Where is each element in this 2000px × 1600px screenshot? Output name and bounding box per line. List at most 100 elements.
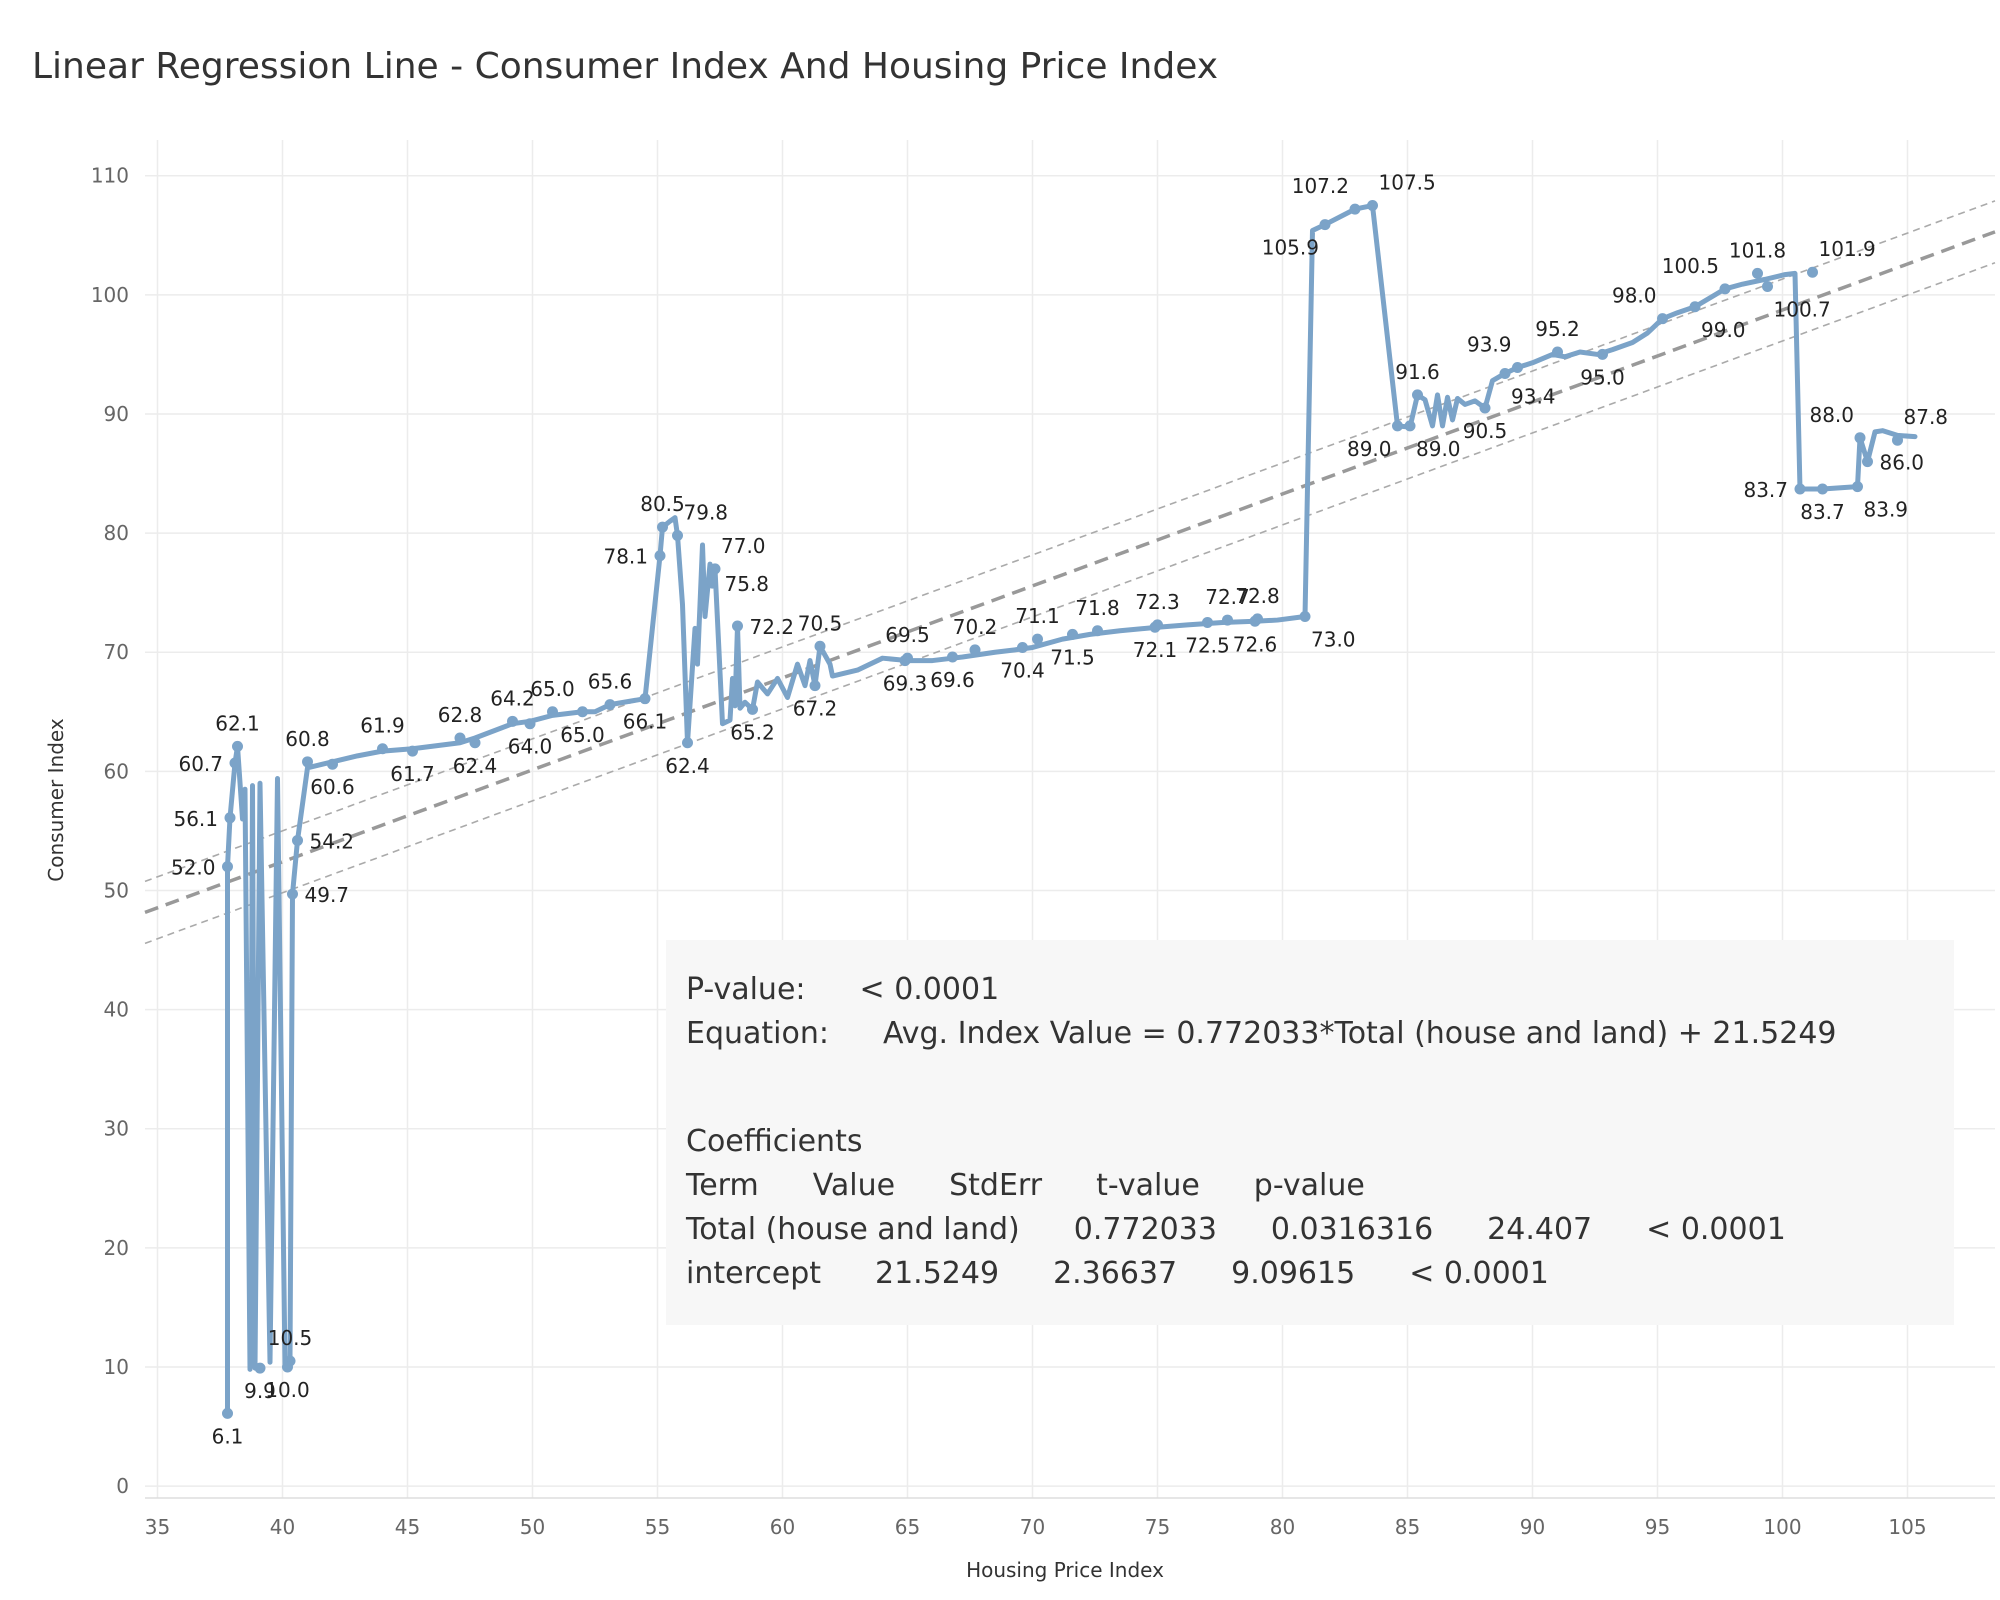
x-axis-title: Housing Price Index [966, 1558, 1164, 1582]
data-label: 71.1 [1015, 604, 1060, 628]
data-point [377, 743, 388, 755]
data-label: 95.0 [1580, 365, 1625, 389]
x-tick-label: 100 [1763, 1515, 1801, 1539]
row2-stderr: 2.36637 [1053, 1256, 1178, 1291]
data-point [1719, 283, 1731, 295]
data-point [747, 703, 758, 715]
data-label: 100.5 [1662, 254, 1719, 278]
data-point [1852, 481, 1863, 493]
y-tick-label: 50 [104, 878, 129, 902]
equation-label: Equation: [686, 1016, 829, 1051]
equation-line: Equation: Avg. Index Value = 0.772033*Tot… [686, 1012, 1934, 1056]
data-label: 65.6 [588, 670, 633, 694]
data-point [1817, 483, 1828, 495]
y-tick-label: 10 [104, 1355, 129, 1379]
data-point [1892, 434, 1903, 446]
data-point [1299, 610, 1311, 622]
pvalue-line: P-value: < 0.0001 [686, 968, 1934, 1012]
data-label: 49.7 [305, 883, 350, 907]
data-point [682, 737, 693, 749]
data-label: 64.0 [508, 735, 553, 759]
row1-stderr: 0.0316316 [1270, 1212, 1434, 1247]
data-label: 107.5 [1379, 171, 1436, 195]
data-points [222, 200, 1903, 1419]
data-point [1752, 267, 1763, 279]
data-point [1512, 362, 1523, 374]
data-point [524, 718, 536, 730]
pvalue-label: P-value: [686, 972, 806, 1007]
regression-stats-panel: P-value: < 0.0001 Equation: Avg. Index Val… [666, 940, 1954, 1325]
data-label: 89.0 [1416, 437, 1461, 461]
x-tick-label: 65 [895, 1515, 920, 1539]
data-point [947, 651, 958, 663]
data-point [507, 715, 518, 727]
data-label: 105.9 [1262, 236, 1319, 260]
data-point [969, 644, 981, 656]
data-point [1249, 615, 1261, 627]
data-label: 72.7 [1205, 585, 1250, 609]
y-axis-title: Consumer Index [44, 718, 68, 882]
data-label: 67.2 [793, 697, 838, 721]
data-label: 71.5 [1050, 645, 1095, 669]
data-label: 54.2 [310, 829, 355, 853]
data-label: 69.6 [930, 668, 975, 692]
data-label: 69.5 [885, 623, 930, 647]
x-tick-label: 40 [270, 1515, 295, 1539]
x-tick-label: 105 [1888, 1515, 1926, 1539]
data-point [1067, 628, 1078, 640]
chart-title: Linear Regression Line - Consumer Index … [32, 46, 1218, 87]
x-tick-label: 45 [395, 1515, 420, 1539]
y-tick-label: 40 [104, 998, 129, 1022]
data-label: 95.2 [1535, 317, 1580, 341]
data-label: 72.3 [1135, 590, 1180, 614]
data-point [287, 888, 298, 900]
data-point [1319, 219, 1331, 231]
coefficients-row: Total (house and land) 0.772033 0.0316316 2… [686, 1208, 1934, 1252]
data-label: 52.0 [171, 856, 216, 880]
data-label: 72.6 [1233, 632, 1278, 656]
header-term: Term [686, 1168, 759, 1203]
data-label: 107.2 [1292, 174, 1349, 198]
data-point [229, 757, 241, 769]
data-label: 80.5 [640, 492, 685, 516]
y-tick-label: 90 [104, 402, 129, 426]
equation-value: Avg. Index Value = 0.772033*Total (house… [882, 1016, 1837, 1051]
data-point [547, 706, 558, 718]
data-label: 83.9 [1864, 498, 1909, 522]
data-label: 79.8 [684, 500, 729, 524]
coefficients-row: intercept 21.5249 2.36637 9.09615 < 0.0001 [686, 1252, 1934, 1296]
data-point [1854, 432, 1866, 444]
data-point [327, 758, 338, 770]
data-label: 65.0 [530, 677, 575, 701]
data-label: 100.7 [1774, 298, 1831, 322]
data-point [709, 563, 721, 575]
data-label: 10.0 [265, 1378, 310, 1402]
data-point [732, 620, 743, 632]
data-label: 6.1 [212, 1424, 244, 1448]
data-label: 88.0 [1809, 403, 1854, 427]
axis-ticks: 35 40 45 50 55 60 65 70 75 80 85 90 95 100 105 0 10 20 30 4… [91, 164, 1927, 1539]
data-point [1597, 348, 1608, 360]
data-point [1017, 641, 1028, 653]
data-label: 60.8 [285, 727, 330, 751]
y-tick-label: 30 [104, 1117, 129, 1141]
data-label: 66.1 [623, 710, 668, 734]
data-point [1202, 616, 1213, 628]
data-point [814, 640, 826, 652]
pvalue-value: < 0.0001 [859, 972, 1000, 1007]
x-tick-label: 95 [1645, 1515, 1670, 1539]
data-point [232, 740, 243, 752]
data-point [224, 812, 236, 824]
y-tick-label: 0 [116, 1474, 129, 1498]
stats-spacer [686, 1056, 1934, 1120]
data-label: 93.9 [1467, 333, 1512, 357]
data-point [1222, 614, 1233, 626]
data-label: 61.9 [360, 714, 405, 738]
data-point [302, 756, 313, 768]
confidence-band-line [144, 262, 1996, 945]
data-label: 72.8 [1235, 584, 1280, 608]
data-point [1479, 402, 1491, 414]
data-point [1392, 420, 1403, 432]
data-label: 101.8 [1729, 238, 1786, 262]
